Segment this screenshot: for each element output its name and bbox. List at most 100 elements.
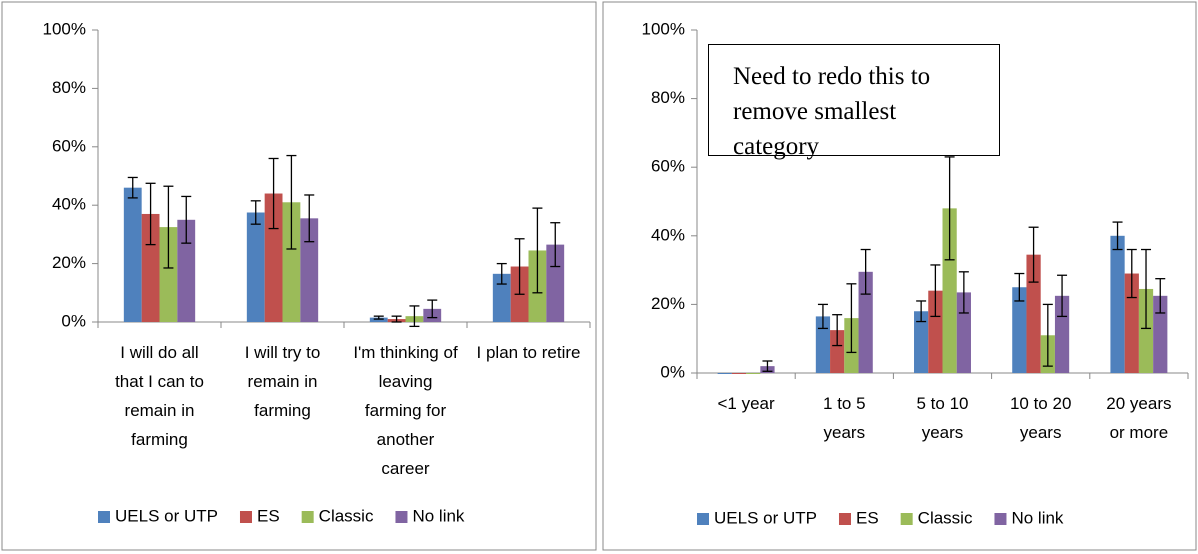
error-bar	[1014, 272, 1025, 302]
error-bar	[944, 156, 955, 261]
legend-label: UELS or UTP	[115, 506, 218, 525]
error-bar	[373, 315, 384, 320]
annotation: Need to redo this to remove smallest cat…	[708, 44, 1000, 160]
error-bar	[391, 315, 402, 323]
error-bar	[496, 262, 507, 285]
error-bar	[1042, 303, 1053, 367]
legend-swatch	[239, 511, 252, 523]
error-bar	[1028, 226, 1039, 283]
error-bar	[1057, 274, 1068, 318]
error-bar	[181, 195, 192, 244]
error-bar	[127, 176, 138, 199]
x-tick-label: I'm thinking of leaving farming for anot…	[353, 343, 458, 478]
legend-swatch	[994, 513, 1007, 525]
legend-swatch	[900, 513, 913, 525]
bar	[282, 202, 301, 322]
error-bar	[532, 207, 543, 294]
x-tick-label: I plan to retire	[476, 343, 581, 362]
error-bar	[832, 314, 843, 347]
y-tick-label: 80%	[52, 78, 86, 97]
error-bar	[817, 303, 828, 330]
error-bar	[930, 264, 941, 318]
bar	[858, 271, 873, 373]
legend-label: ES	[856, 508, 879, 527]
y-tick-label: 40%	[651, 225, 685, 244]
error-bar	[409, 305, 420, 328]
error-bar	[1155, 278, 1166, 314]
bar	[1153, 295, 1168, 373]
x-tick-label: I will do all that I can to remain in fa…	[115, 343, 204, 449]
error-bar	[958, 271, 969, 314]
error-bar	[163, 185, 174, 269]
error-bar	[286, 154, 297, 250]
error-bar	[1126, 248, 1137, 299]
error-bar	[762, 360, 773, 372]
bar	[1012, 287, 1027, 373]
legend-label: Classic	[319, 506, 374, 525]
bar	[123, 187, 142, 322]
bar	[546, 244, 565, 322]
y-tick-label: 60%	[52, 136, 86, 155]
error-bar	[145, 182, 156, 246]
bar	[746, 373, 761, 374]
x-tick-label: 1 to 5 years	[823, 394, 866, 442]
error-bar	[860, 248, 871, 295]
bar	[264, 193, 283, 322]
bar	[177, 219, 196, 322]
legend-label: Classic	[918, 508, 973, 527]
bar	[369, 317, 388, 322]
y-tick-label: 40%	[52, 195, 86, 214]
y-tick-label: 100%	[43, 19, 86, 38]
y-tick-label: 100%	[642, 19, 685, 38]
bar	[717, 373, 732, 374]
error-bar	[916, 300, 927, 323]
error-bar	[250, 200, 261, 225]
x-tick-label: 10 to 20 years	[1009, 394, 1072, 442]
error-bar	[846, 283, 857, 354]
y-tick-label: 60%	[651, 157, 685, 176]
legend-swatch	[838, 513, 851, 525]
bar	[1054, 295, 1070, 373]
y-tick-label: 80%	[651, 88, 685, 107]
bar	[815, 316, 831, 373]
error-bar	[514, 238, 525, 295]
bar	[159, 227, 178, 322]
x-tick-label: 20 years or more	[1106, 394, 1172, 442]
bar	[942, 208, 957, 373]
error-bar	[427, 299, 438, 319]
x-tick-label: 5 to 10 years	[916, 394, 969, 442]
legend-swatch	[395, 511, 408, 523]
legend-label: UELS or UTP	[714, 508, 817, 527]
bar	[1026, 254, 1041, 373]
legend-swatch	[98, 511, 110, 523]
bar	[928, 290, 943, 373]
bar	[830, 330, 845, 373]
y-tick-label: 20%	[52, 253, 86, 272]
bar	[1138, 288, 1154, 373]
bar	[492, 273, 511, 322]
error-bar	[550, 222, 561, 268]
legend-label: No link	[1011, 508, 1063, 527]
bar	[300, 218, 319, 322]
bar	[246, 212, 265, 322]
y-tick-label: 0%	[61, 311, 86, 330]
x-tick-label: I will try to remain in farming	[244, 343, 321, 420]
error-bar	[1112, 221, 1123, 251]
legend-label: ES	[257, 506, 280, 525]
legend-swatch	[697, 513, 709, 525]
bar	[141, 213, 160, 322]
error-bar	[268, 157, 279, 230]
y-tick-label: 20%	[651, 294, 685, 313]
error-bar	[304, 194, 315, 243]
y-tick-label: 0%	[660, 362, 685, 381]
bar	[914, 311, 929, 373]
bar	[1124, 273, 1139, 373]
legend-swatch	[301, 511, 314, 523]
bar	[731, 373, 747, 374]
error-bar	[1141, 248, 1152, 330]
bar	[1110, 235, 1125, 373]
x-tick-label: <1 year	[717, 394, 775, 413]
legend-label: No link	[412, 506, 464, 525]
